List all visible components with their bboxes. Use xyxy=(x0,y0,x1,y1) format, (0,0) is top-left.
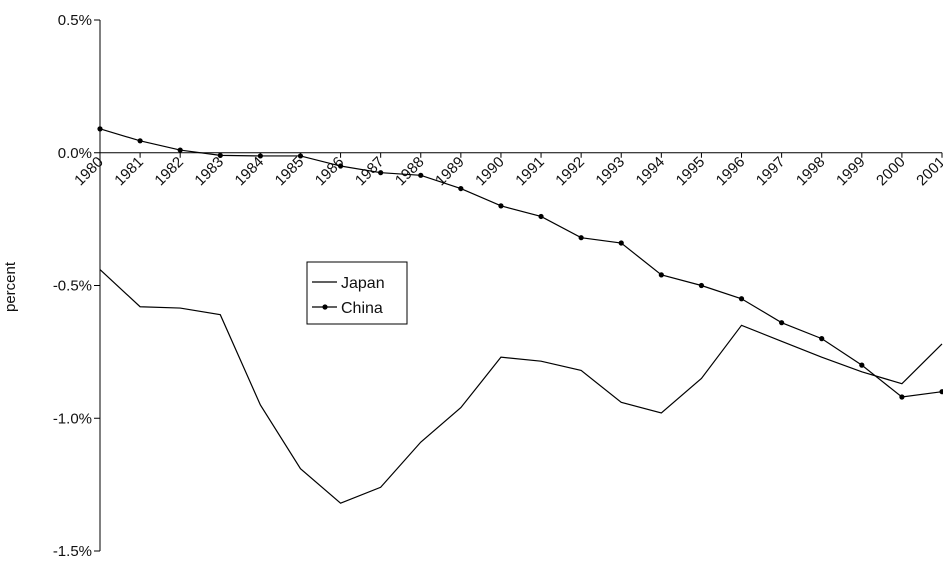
x-tick-label: 1981 xyxy=(111,154,147,190)
data-point-china xyxy=(97,126,103,132)
y-axis: 0.5% 0.0% -0.5% -1.0% -1.5% xyxy=(53,12,101,560)
x-tick-label: 1995 xyxy=(673,154,709,190)
data-point-china xyxy=(297,153,304,159)
data-point-china xyxy=(819,336,825,342)
data-point-china xyxy=(899,394,905,400)
data-point-china xyxy=(257,153,263,159)
legend-china-marker xyxy=(322,304,328,310)
y-tick-label: -0.5% xyxy=(53,278,92,295)
data-point-china xyxy=(779,320,785,326)
data-point-china xyxy=(458,185,464,192)
x-tick-label: 1993 xyxy=(592,154,628,190)
data-point-china xyxy=(738,296,745,302)
x-tick-label: 2001 xyxy=(913,154,943,190)
legend-china-label: China xyxy=(341,300,383,317)
series-layer xyxy=(97,126,943,504)
data-point-china xyxy=(698,282,705,289)
x-tick-label: 1996 xyxy=(713,154,749,190)
x-tick-label: 2000 xyxy=(873,154,909,190)
series-line-japan xyxy=(99,269,943,504)
x-tick-label: 1986 xyxy=(312,154,348,190)
data-point-china xyxy=(939,389,943,395)
data-point-china xyxy=(578,235,584,241)
x-tick-label: 1997 xyxy=(753,154,789,190)
data-point-china xyxy=(418,172,424,178)
data-point-china xyxy=(177,147,183,153)
data-point-china xyxy=(658,272,664,278)
x-tick-label: 1984 xyxy=(232,154,268,190)
x-tick-label: 1994 xyxy=(633,154,669,190)
x-tick-label: 1985 xyxy=(272,154,308,190)
x-tick-label: 1983 xyxy=(191,154,227,190)
data-point-china xyxy=(337,163,344,169)
x-tick-label: 1989 xyxy=(432,154,468,190)
legend-japan-label: Japan xyxy=(341,275,385,292)
y-tick-label: 0.0% xyxy=(58,145,92,162)
x-tick-label: 1991 xyxy=(512,154,548,190)
y-axis-label: percent xyxy=(2,261,19,312)
x-tick-label: 1999 xyxy=(833,154,869,190)
legend-box xyxy=(306,261,408,325)
series-line-china xyxy=(99,128,943,398)
x-tick-label: 1982 xyxy=(151,154,187,190)
data-point-china xyxy=(859,362,865,368)
x-tick-label: 1990 xyxy=(472,154,508,190)
y-tick-label: 0.5% xyxy=(58,12,92,29)
data-point-china xyxy=(378,170,384,176)
x-tick-label: 1988 xyxy=(392,154,428,190)
x-axis: 1980 1981 1982 1983 1984 1985 1986 1987 1988 1989… xyxy=(71,152,943,190)
data-point-china xyxy=(217,152,223,159)
data-point-china xyxy=(538,213,544,220)
legend: Japan China xyxy=(306,261,408,325)
data-point-china xyxy=(498,203,504,209)
x-tick-label: 1992 xyxy=(552,154,588,190)
y-tick-label: -1.0% xyxy=(53,410,92,427)
x-tick-label: 1998 xyxy=(793,154,829,190)
y-tick-label: -1.5% xyxy=(53,543,92,560)
data-point-china xyxy=(618,240,624,246)
data-point-china xyxy=(137,138,143,144)
